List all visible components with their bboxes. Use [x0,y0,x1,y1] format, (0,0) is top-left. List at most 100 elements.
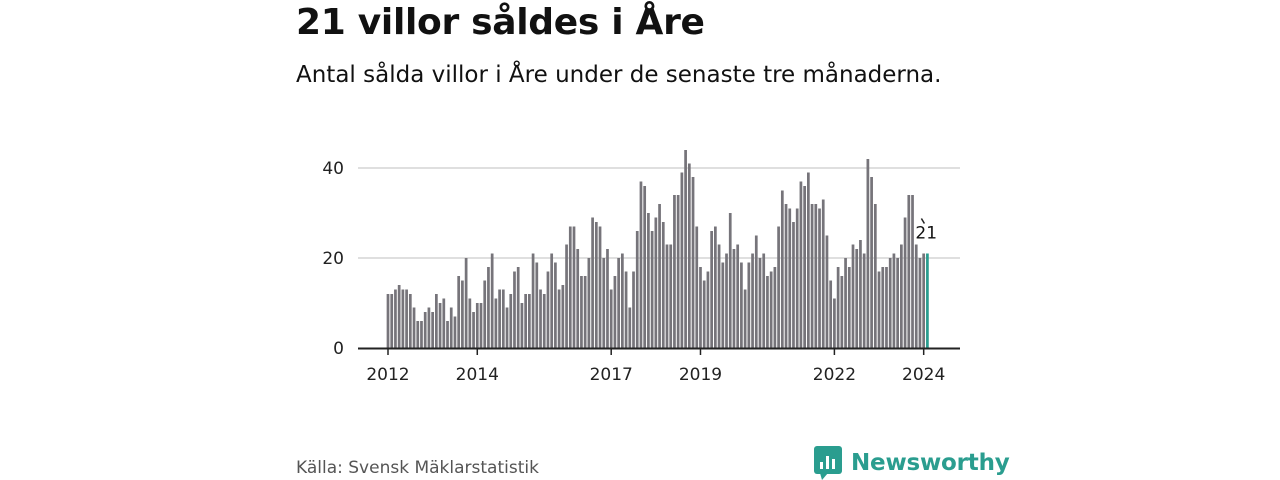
source-note: Källa: Svensk Mäklarstatistik [296,458,539,478]
bar [386,294,390,348]
bar [799,181,803,348]
bar [509,294,513,348]
bar [427,307,431,348]
bar [535,262,539,348]
bar [673,195,676,348]
bar [870,177,873,348]
bar [490,253,494,348]
bar [617,258,620,348]
bar [546,271,550,348]
bar [866,159,870,348]
bar [736,244,740,348]
bar [706,271,710,348]
bar [602,258,606,348]
bar [565,244,568,348]
bar [769,271,773,348]
bar [483,280,487,348]
bar [669,244,673,348]
bar [431,312,434,348]
bar [754,235,758,348]
bar [423,312,427,348]
bar [524,294,527,348]
bar [479,303,483,348]
bar [717,244,721,348]
bar [833,298,836,348]
bars [386,150,929,348]
bar [494,298,498,348]
bar [438,303,442,348]
bar [516,267,520,348]
bar [654,217,658,348]
bar [699,267,702,348]
bar [576,249,580,348]
bar [762,253,766,348]
bar [911,195,914,348]
bar [818,208,821,348]
bar [449,307,453,348]
bar [676,195,680,348]
brand-logo[interactable]: Newsworthy [814,446,1010,480]
bar [643,186,647,348]
bar [732,249,736,348]
bar [520,303,524,348]
bar [412,307,416,348]
bar [661,222,665,348]
bar [554,262,557,348]
bar [487,267,490,348]
bar [680,172,684,348]
bar [695,226,699,348]
bar [542,294,546,348]
bar [847,267,851,348]
bar [528,294,531,348]
bar [810,204,814,348]
bar [568,226,572,348]
bar [751,253,754,348]
y-tick-label: 20 [322,249,344,269]
bar [658,204,661,348]
bar [814,204,818,348]
bar [498,289,501,348]
bar [892,253,896,348]
bar [788,208,792,348]
bar [691,177,695,348]
bar [583,276,587,348]
bar [792,222,795,348]
bar [390,294,394,348]
brand-name: Newsworthy [851,450,1010,476]
bar [647,213,650,348]
bar [725,253,728,348]
y-tick-label: 0 [333,339,344,359]
bar-highlight [926,253,929,348]
bar [624,271,628,348]
bar [877,271,881,348]
bar [684,150,687,348]
bar [505,307,509,348]
bar [914,244,918,348]
bar [501,289,505,348]
bar [475,303,479,348]
bar [859,240,862,348]
bar [594,222,598,348]
bar [747,262,751,348]
bar [896,258,899,348]
bar [840,276,844,348]
bar [628,307,632,348]
bar [721,262,725,348]
bar [606,249,609,348]
bar [900,244,903,348]
bar [621,253,624,348]
bar [561,285,565,348]
bar [408,294,412,348]
bar [851,244,855,348]
bar [881,267,885,348]
bar [777,226,780,348]
bar [472,312,475,348]
bar [795,208,799,348]
bar [446,321,449,348]
bar [587,258,591,348]
bar [405,289,408,348]
bar [457,276,461,348]
bar [557,289,561,348]
bar [609,289,613,348]
